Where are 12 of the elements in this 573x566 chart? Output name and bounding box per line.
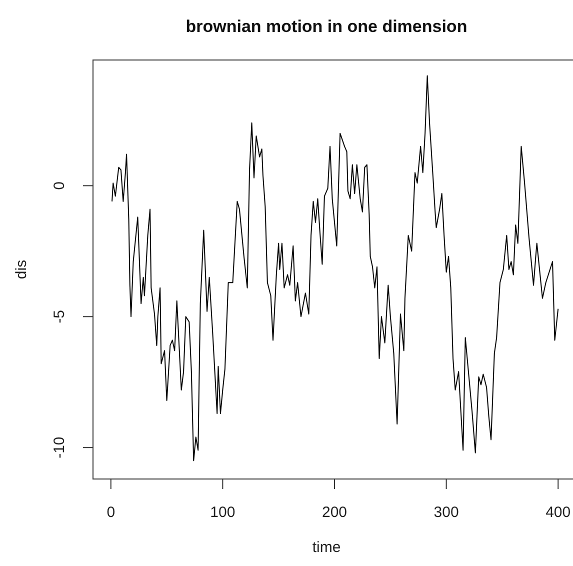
x-tick-label: 0 xyxy=(106,504,116,521)
x-tick-label: 400 xyxy=(546,504,571,521)
x-tick-label: 200 xyxy=(322,504,348,521)
x-tick-label: 100 xyxy=(210,504,236,521)
line-series xyxy=(112,75,559,462)
y-tick-label: -10 xyxy=(51,436,68,458)
y-axis-title: dis xyxy=(13,260,30,280)
y-tick-label: 0 xyxy=(51,182,68,190)
x-axis-title: time xyxy=(312,539,341,556)
x-tick-label: 300 xyxy=(434,504,459,521)
chart-title: brownian motion in one dimension xyxy=(186,17,468,36)
y-tick-label: -5 xyxy=(51,310,68,324)
